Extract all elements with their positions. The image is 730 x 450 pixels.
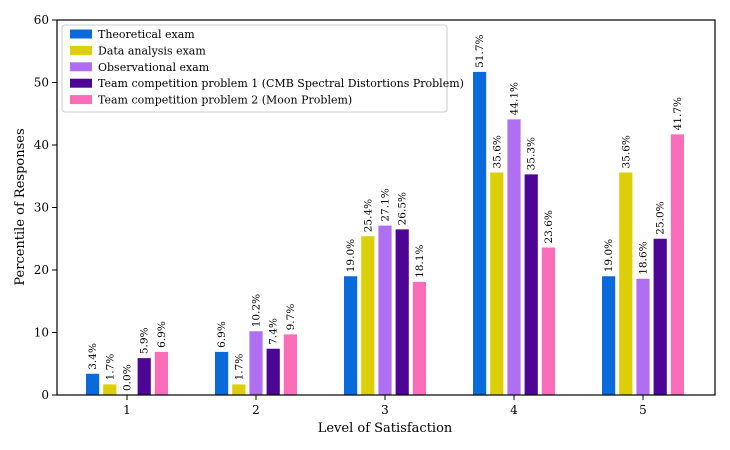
bar-value-label: 19.0% bbox=[603, 239, 615, 272]
bar-labels-group: 3.4% 6.9% 19.0% 51.7% 19.0% 1.7% 1.7% 25.4% 35.6… bbox=[87, 35, 684, 391]
bar bbox=[232, 384, 246, 396]
x-tick-label: 3 bbox=[381, 403, 389, 417]
bar-value-label: 7.4% bbox=[268, 318, 280, 345]
y-tick-label: 40 bbox=[34, 138, 49, 152]
bar bbox=[395, 229, 409, 396]
bar-value-label: 25.4% bbox=[362, 199, 374, 232]
x-tick-label: 1 bbox=[123, 403, 131, 417]
bar bbox=[86, 373, 100, 395]
bar bbox=[670, 134, 684, 396]
legend-entry-label: Theoretical exam bbox=[98, 28, 195, 41]
bar bbox=[490, 172, 504, 395]
legend-swatch bbox=[70, 62, 92, 72]
legend-entry-label: Team competition problem 2 (Moon Problem… bbox=[98, 94, 352, 107]
bar-value-label: 25.0% bbox=[655, 201, 667, 234]
legend-swatch bbox=[70, 45, 92, 55]
x-axis-label: Level of Satisfaction bbox=[318, 421, 453, 436]
bar bbox=[378, 225, 392, 395]
bar bbox=[103, 384, 117, 396]
bar-value-label: 41.7% bbox=[672, 97, 684, 130]
bar-value-label: 27.1% bbox=[380, 188, 392, 221]
bar-value-label: 10.2% bbox=[251, 294, 263, 327]
bar-value-label: 18.6% bbox=[638, 241, 650, 274]
bar bbox=[653, 238, 667, 395]
legend-entry-label: Team competition problem 1 (CMB Spectral… bbox=[98, 77, 464, 90]
bar-value-label: 23.6% bbox=[543, 210, 555, 243]
bar-value-label: 51.7% bbox=[474, 35, 486, 68]
bar bbox=[283, 334, 297, 396]
bar-value-label: 35.6% bbox=[620, 135, 632, 168]
axes-group: 0 10 20 30 40 50 60 1 2 3 4 5 bbox=[34, 13, 716, 417]
x-tick-label: 5 bbox=[639, 403, 647, 417]
bar bbox=[473, 71, 487, 396]
bar bbox=[344, 276, 358, 395]
bar-value-label: 6.9% bbox=[156, 321, 168, 348]
x-tick-label: 4 bbox=[510, 403, 518, 417]
legend-swatch bbox=[70, 78, 92, 88]
bar-value-label: 35.3% bbox=[526, 137, 538, 170]
bar bbox=[524, 174, 538, 395]
bar-value-label: 0.0% bbox=[122, 364, 134, 391]
bar-value-label: 5.9% bbox=[139, 327, 151, 354]
bar bbox=[249, 331, 263, 395]
bar bbox=[361, 236, 375, 395]
bar-value-label: 19.0% bbox=[345, 239, 357, 272]
bar-value-label: 26.5% bbox=[397, 192, 409, 225]
bar bbox=[154, 351, 168, 396]
bar-value-label: 6.9% bbox=[216, 321, 228, 348]
y-tick-label: 30 bbox=[34, 201, 49, 215]
bar-value-label: 18.1% bbox=[414, 245, 426, 278]
legend-entry-label: Data analysis exam bbox=[98, 44, 206, 57]
legend-entry-label: Observational exam bbox=[98, 61, 210, 74]
legend-box bbox=[61, 24, 448, 113]
bar bbox=[619, 172, 633, 395]
bar bbox=[541, 247, 555, 395]
y-axis-label: Percentile of Responses bbox=[13, 128, 28, 285]
bar bbox=[636, 278, 650, 395]
bar bbox=[507, 119, 521, 396]
legend-swatch bbox=[70, 29, 92, 39]
bar bbox=[137, 358, 151, 396]
legend-swatch bbox=[70, 95, 92, 105]
y-tick-label: 50 bbox=[34, 76, 49, 90]
bar bbox=[266, 348, 280, 395]
y-tick-label: 60 bbox=[34, 13, 49, 27]
bar-value-label: 1.7% bbox=[104, 354, 116, 381]
bar bbox=[215, 351, 229, 396]
bar-value-label: 35.6% bbox=[491, 135, 503, 168]
bar-value-label: 3.4% bbox=[87, 343, 99, 370]
x-tick-label: 2 bbox=[252, 403, 260, 417]
y-tick-label: 20 bbox=[34, 263, 49, 277]
bar-value-label: 1.7% bbox=[233, 354, 245, 381]
legend: Theoretical exam Data analysis exam Observ… bbox=[61, 24, 464, 113]
bar-value-label: 44.1% bbox=[509, 82, 521, 115]
y-tick-label: 0 bbox=[41, 388, 49, 402]
bar bbox=[602, 276, 616, 395]
bars-group bbox=[86, 71, 684, 396]
y-tick-label: 10 bbox=[34, 326, 49, 340]
bar bbox=[412, 281, 426, 396]
bar-value-label: 9.7% bbox=[285, 304, 297, 331]
